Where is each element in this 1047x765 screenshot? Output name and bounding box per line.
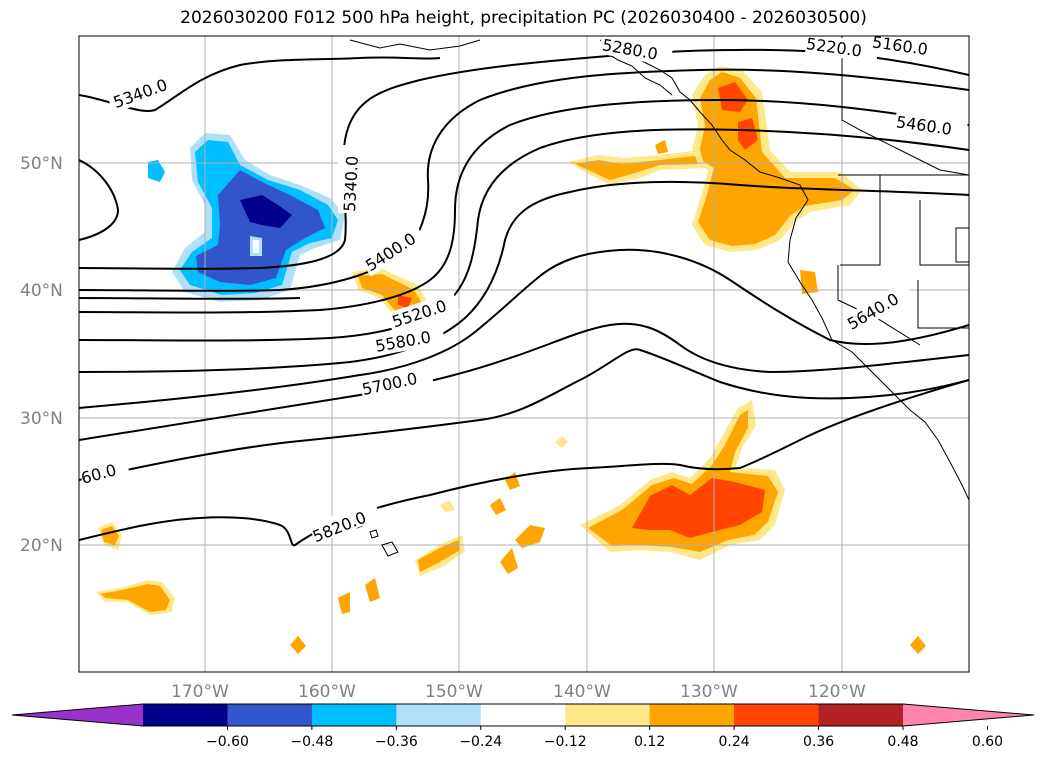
latitude-labels: 50°N 40°N 30°N 20°N	[20, 154, 63, 556]
lat-label-30: 30°N	[20, 409, 63, 429]
lon-label-130w: 130°W	[680, 682, 738, 702]
colorbar-tick-label: 0.36	[803, 734, 834, 750]
map-border	[78, 35, 970, 673]
lon-label-160w: 160°W	[298, 682, 356, 702]
height-contours	[79, 48, 969, 547]
lon-label-150w: 150°W	[425, 682, 483, 702]
colorbar-tick-label: −0.48	[290, 734, 333, 750]
colorbar-tick-label: 0.60	[972, 734, 1003, 750]
colorbar-extend-max	[903, 704, 1034, 726]
colorbar-tick-label: −0.36	[375, 734, 418, 750]
colorbar-tick-label: 0.24	[719, 734, 750, 750]
colorbar-tick-label: −0.12	[544, 734, 587, 750]
colorbar-tick-label: −0.24	[459, 734, 502, 750]
lon-label-120w: 120°W	[808, 682, 866, 702]
lat-label-50: 50°N	[20, 154, 63, 174]
graticule	[79, 36, 969, 672]
colorbar-tick-label: 0.12	[634, 734, 665, 750]
colorbar-segment	[480, 704, 566, 726]
lon-label-170w: 170°W	[171, 682, 229, 702]
lat-label-20: 20°N	[20, 536, 63, 556]
precip-negative-region	[148, 133, 345, 302]
colorbar: −0.60 −0.48 −0.36 −0.24 −0.12 0.12 0.24 0.36 0.4…	[11, 703, 1035, 750]
colorbar-segment	[396, 704, 482, 726]
longitude-labels: 170°W 160°W 150°W 140°W 130°W 120°W	[171, 682, 866, 702]
lon-label-140w: 140°W	[553, 682, 611, 702]
contour-label-5340-central: 5340.0	[340, 155, 362, 212]
colorbar-segment	[649, 704, 735, 726]
colorbar-segment	[565, 704, 651, 726]
colorbar-extend-min	[12, 704, 143, 726]
colorbar-tick-label: −0.60	[206, 734, 249, 750]
colorbar-segment	[818, 704, 904, 726]
colorbar-segment	[311, 704, 397, 726]
colorbar-segment	[734, 704, 820, 726]
colorbar-segment	[143, 704, 228, 726]
map-title: 2026030200 F012 500 hPa height, precipit…	[180, 8, 867, 28]
colorbar-outline	[11, 703, 1035, 727]
lat-label-40: 40°N	[20, 281, 63, 301]
precip-positive-regions	[96, 66, 926, 654]
colorbar-segment	[227, 704, 313, 726]
colorbar-tick-label: 0.48	[887, 734, 918, 750]
